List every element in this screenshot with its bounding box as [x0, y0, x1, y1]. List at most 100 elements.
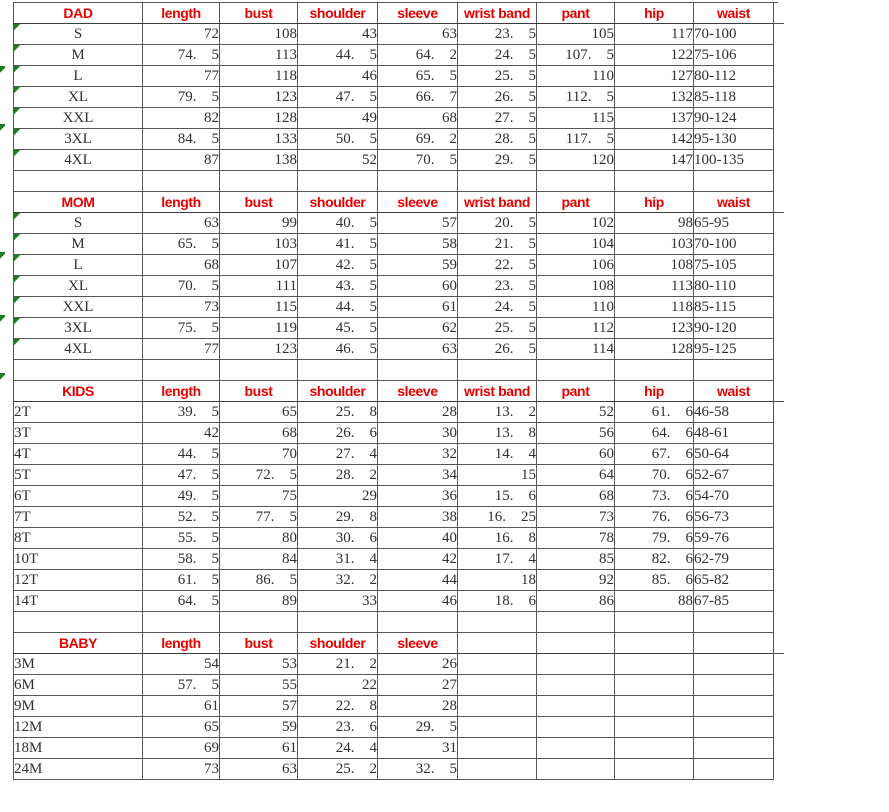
empty-cell	[693, 611, 774, 633]
column-header: wrist band	[457, 191, 537, 213]
value-cell: 18	[457, 569, 537, 591]
value-cell: 79. 6	[614, 527, 694, 549]
size-cell: 3T	[13, 422, 143, 444]
value-cell: 115	[536, 107, 615, 129]
empty-cell	[457, 611, 537, 633]
value-cell: 54-70	[693, 485, 774, 507]
value-cell: 25. 2	[297, 758, 378, 780]
value-cell: 25. 5	[457, 65, 537, 87]
value-cell: 128	[614, 338, 694, 360]
value-cell: 63	[377, 338, 458, 360]
size-cell: 2T	[13, 401, 143, 423]
column-header: shoulder	[297, 632, 378, 654]
value-cell: 133	[219, 128, 298, 150]
value-cell: 56	[536, 422, 615, 444]
column-header: hip	[614, 2, 694, 24]
value-cell: 30. 6	[297, 527, 378, 549]
green-triangle-icon	[0, 315, 5, 323]
value-cell: 65-82	[693, 569, 774, 591]
value-cell: 108	[219, 23, 298, 45]
column-header: length	[142, 380, 220, 402]
value-cell: 65	[219, 401, 298, 423]
value-cell	[693, 758, 774, 780]
value-cell: 44. 5	[297, 296, 378, 318]
value-cell: 58. 5	[142, 548, 220, 570]
size-cell: XXL	[13, 107, 143, 129]
column-header: sleeve	[377, 632, 458, 654]
value-cell: 29. 8	[297, 506, 378, 528]
value-cell: 22. 5	[457, 254, 537, 276]
value-cell: 32	[377, 443, 458, 465]
value-cell: 75-105	[693, 254, 774, 276]
value-cell: 68	[377, 107, 458, 129]
empty-cell	[536, 611, 615, 633]
value-cell: 60	[536, 443, 615, 465]
table-row: XL 70. 5 111 43. 5 60 23. 5 108 113 80-110	[13, 275, 774, 297]
value-cell: 27. 4	[297, 443, 378, 465]
value-cell: 27. 5	[457, 107, 537, 129]
empty-cell	[142, 359, 220, 381]
value-cell: 23. 5	[457, 275, 537, 297]
value-cell: 28. 2	[297, 464, 378, 486]
value-cell: 61	[377, 296, 458, 318]
size-cell: S	[13, 212, 143, 234]
value-cell: 31. 4	[297, 548, 378, 570]
value-cell: 65	[142, 716, 220, 738]
value-cell	[693, 737, 774, 759]
size-cell: 7T	[13, 506, 143, 528]
empty-cell	[13, 170, 143, 192]
value-cell: 110	[536, 65, 615, 87]
value-cell: 63	[142, 212, 220, 234]
value-cell: 52-67	[693, 464, 774, 486]
value-cell	[693, 653, 774, 675]
value-cell: 13. 2	[457, 401, 537, 423]
empty-cell	[219, 611, 298, 633]
value-cell: 44. 5	[297, 44, 378, 66]
value-cell: 115	[219, 296, 298, 318]
value-cell: 77	[142, 338, 220, 360]
value-cell: 77. 5	[219, 506, 298, 528]
value-cell: 52	[297, 149, 378, 171]
table-row: 7T 52. 5 77. 5 29. 8 38 16. 25 73 76. 6 56-73	[13, 506, 774, 528]
value-cell: 29. 5	[377, 716, 458, 738]
value-cell: 117	[614, 23, 694, 45]
value-cell: 42	[142, 422, 220, 444]
value-cell: 79. 5	[142, 86, 220, 108]
empty-cell	[142, 170, 220, 192]
table-row: 2T 39. 5 65 25. 8 28 13. 2 52 61. 6 46-58	[13, 401, 774, 423]
header-row: KIDS length bust shoulder sleeve wrist band pa…	[13, 380, 774, 402]
value-cell	[614, 674, 694, 696]
table-row: 6T 49. 5 75 29 36 15. 6 68 73. 6 54-70	[13, 485, 774, 507]
value-cell: 142	[614, 128, 694, 150]
value-cell	[614, 737, 694, 759]
column-header: length	[142, 191, 220, 213]
value-cell: 138	[219, 149, 298, 171]
value-cell: 67-85	[693, 590, 774, 612]
value-cell: 15	[457, 464, 537, 486]
value-cell: 26	[377, 653, 458, 675]
value-cell: 64. 2	[377, 44, 458, 66]
size-cell: M	[13, 44, 143, 66]
value-cell: 128	[219, 107, 298, 129]
value-cell: 80-112	[693, 65, 774, 87]
value-cell: 76. 6	[614, 506, 694, 528]
value-cell	[457, 653, 537, 675]
empty-cell	[693, 359, 774, 381]
value-cell: 95-130	[693, 128, 774, 150]
green-triangle-icon	[0, 252, 5, 260]
value-cell	[536, 695, 615, 717]
value-cell: 80-110	[693, 275, 774, 297]
column-header: bust	[219, 2, 298, 24]
value-cell: 75-106	[693, 44, 774, 66]
value-cell: 65. 5	[142, 233, 220, 255]
value-cell	[693, 674, 774, 696]
value-cell: 18. 6	[457, 590, 537, 612]
value-cell: 111	[219, 275, 298, 297]
value-cell: 113	[614, 275, 694, 297]
value-cell: 15. 6	[457, 485, 537, 507]
value-cell: 42	[377, 548, 458, 570]
empty-cell	[297, 359, 378, 381]
value-cell: 103	[219, 233, 298, 255]
size-table-body: DAD length bust shoulder sleeve wrist band pan…	[13, 2, 774, 780]
size-cell: 4XL	[13, 149, 143, 171]
